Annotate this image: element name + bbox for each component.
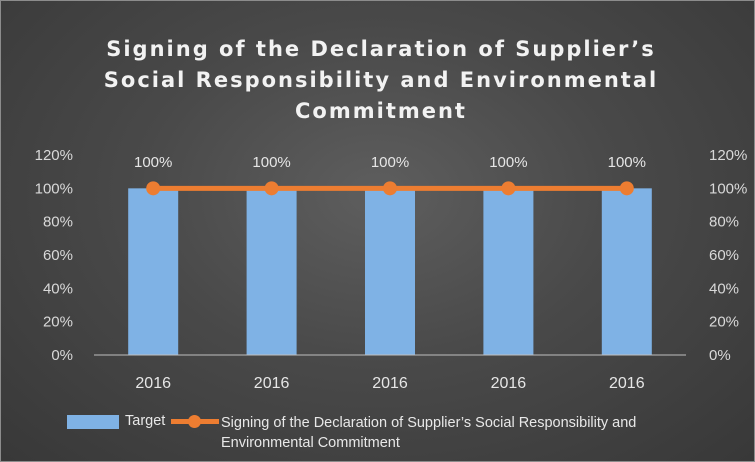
y-tick-label-right: 100% (709, 180, 747, 197)
legend-label-target: Target (125, 413, 166, 429)
y-tick-label-left: 60% (43, 247, 73, 264)
x-tick-label: 2016 (491, 375, 527, 392)
line-marker-signing (619, 181, 634, 196)
y-tick-label-right: 60% (709, 247, 739, 264)
y-tick-label-left: 120% (35, 147, 73, 164)
data-label: 100% (371, 154, 409, 171)
bar-target (601, 188, 652, 355)
legend: Target Signing of the Declaration of Sup… (67, 410, 727, 454)
y-tick-label-left: 100% (35, 180, 73, 197)
y-tick-label-right: 80% (709, 214, 739, 231)
y-tick-label-right: 20% (709, 314, 739, 331)
y-tick-label-left: 80% (43, 214, 73, 231)
bar-target (128, 188, 179, 355)
x-tick-label: 2016 (135, 375, 171, 392)
line-marker-signing (146, 181, 161, 196)
y-tick-label-left: 0% (51, 347, 73, 364)
y-tick-label-right: 120% (709, 147, 747, 164)
bar-target (246, 188, 297, 355)
data-label: 100% (489, 154, 527, 171)
y-tick-label-right: 40% (709, 280, 739, 297)
line-marker-signing (501, 181, 516, 196)
data-label: 100% (252, 154, 290, 171)
bar-target (483, 188, 534, 355)
y-tick-label-right: 0% (709, 347, 731, 364)
data-label: 100% (134, 154, 172, 171)
data-label: 100% (608, 154, 646, 171)
legend-swatch-signing-marker (188, 415, 201, 428)
x-tick-label: 2016 (372, 375, 408, 392)
chart-title: Signing of the Declaration of Supplier’s… (103, 37, 659, 123)
x-tick-label: 2016 (254, 375, 290, 392)
legend-label-signing: Signing of the Declaration of Supplier’s… (221, 415, 637, 451)
line-marker-signing (383, 181, 397, 196)
x-tick-label: 2016 (609, 375, 645, 392)
line-marker-signing (264, 181, 279, 196)
bar-target (365, 188, 415, 355)
legend-swatch-target (67, 415, 119, 429)
y-tick-label-left: 20% (43, 314, 73, 331)
y-tick-label-left: 40% (43, 280, 73, 297)
